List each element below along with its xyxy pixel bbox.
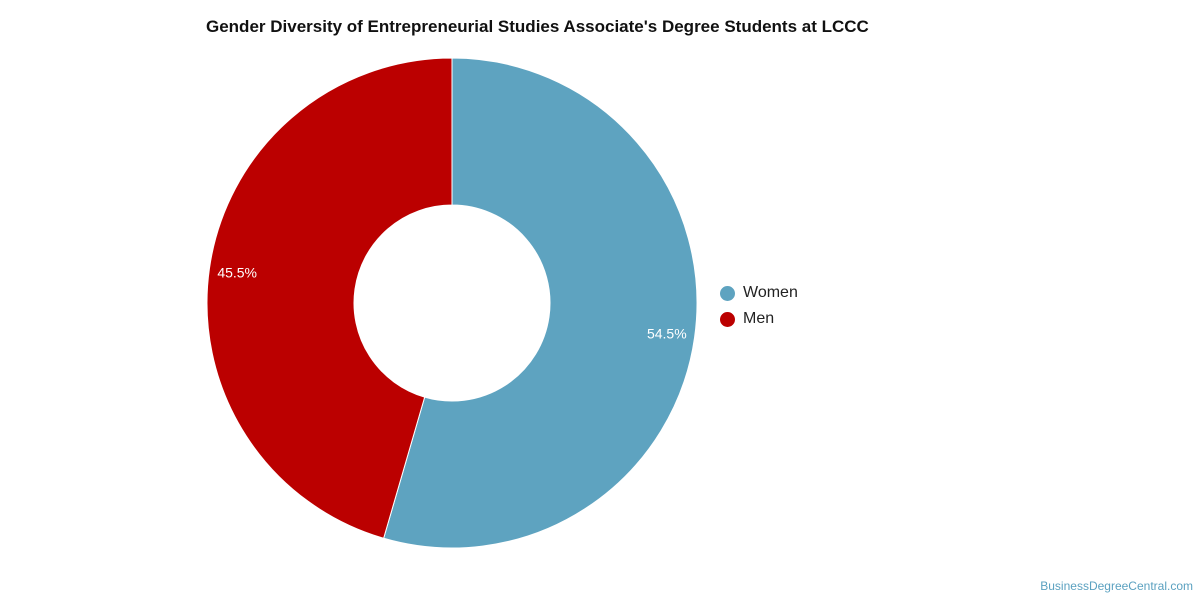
legend-label-women: Women	[743, 284, 798, 301]
legend-swatch-men	[720, 311, 735, 327]
slice-label-men: 45.5%	[217, 264, 257, 280]
legend-swatch-women	[720, 285, 735, 301]
legend: Women Men	[720, 280, 798, 332]
chart-title: Gender Diversity of Entrepreneurial Stud…	[206, 17, 869, 36]
legend-label-men: Men	[743, 310, 775, 327]
slice-label-women: 54.5%	[647, 326, 687, 342]
slice-men[interactable]	[206, 57, 453, 539]
legend-item-men[interactable]: Men	[720, 306, 798, 332]
credit-link[interactable]: BusinessDegreeCentral.com	[1040, 579, 1193, 593]
legend-item-women[interactable]: Women	[720, 280, 798, 306]
slice-women[interactable]	[383, 57, 698, 549]
